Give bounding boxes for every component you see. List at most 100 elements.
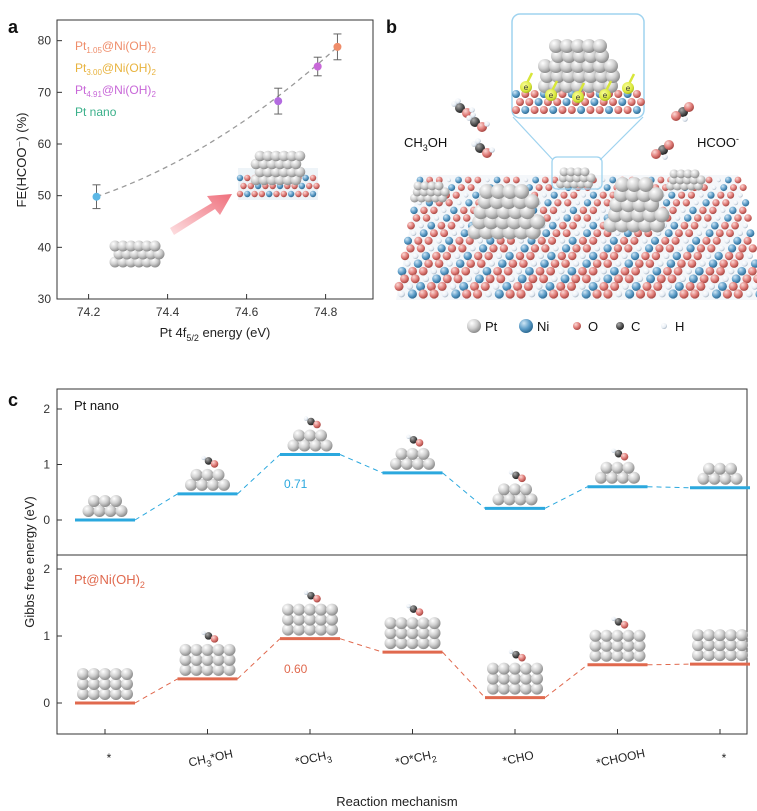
slab-pt-atom [600,629,613,642]
slab-atom [583,199,592,207]
slab-atom [737,230,743,236]
slab-atom [575,200,581,206]
slab-atom [558,268,565,275]
legend-atom-c-icon [616,322,624,330]
slab-pt-atom [498,672,510,685]
slab-atom [696,230,703,236]
slab-atom [751,283,757,290]
slab-atom [588,281,598,291]
slab-atom [523,177,529,183]
slab-atom [653,281,663,291]
support-atom [240,182,247,190]
adsorbate-hydrogen-atom [611,448,616,453]
slab-atom [465,199,473,207]
legend-atom-ni-icon [519,319,533,333]
slab-pt-atom [309,439,322,452]
panel-a-chart: 74.2 74.4 74.6 74.8 30 40 50 60 70 80 Pt1.05@Ni(O… [14,19,374,343]
slab-atom [418,289,428,299]
slab-atom [635,289,646,299]
slab-pt-atom [703,639,715,652]
slab-atom [599,191,607,199]
slab-pt-atom [384,627,397,640]
slab-atom [717,191,725,199]
slab-atom [561,244,571,253]
slab-atom [573,260,580,267]
slab-atom [550,191,558,199]
slab-atom [429,229,438,238]
inset-support-atom [636,98,645,106]
slab-atom [727,244,737,253]
pt-atom [258,158,270,170]
methanol-molecules [451,98,495,158]
slab-atom [543,214,551,222]
slab-atom [432,251,441,261]
slab-atom [726,229,734,238]
slab-pt-atom [725,649,737,662]
inset-support-atom [521,106,530,114]
x-tick-label: 74.4 [156,305,180,319]
slab-atom [646,289,656,299]
slab-atom [546,266,556,276]
slab-atom [398,290,405,298]
adsorbate-hydrogen-atom [611,616,616,622]
slab-atom [482,266,492,276]
slab-atom [530,260,538,267]
slab-atom [694,266,704,276]
pt-atom [530,214,546,230]
slab-atom [610,281,620,291]
slab-pt-atom [725,639,737,652]
pt-atom [638,177,654,192]
slab-atom [561,259,570,268]
slab-pt-atom [395,627,408,640]
slab-atom [716,266,725,276]
slab-pt-atom [293,623,305,636]
slab-atom [644,244,654,253]
slab-pt-atom [428,637,441,650]
slab-atom [440,229,449,238]
slab-atom [583,214,592,222]
slab-pt-atom [487,662,499,675]
slab-pt-atom [714,462,726,475]
slab-atom [517,274,527,284]
inset-support-atom [530,90,539,98]
slab-atom [682,199,690,207]
slab-atom [453,274,463,284]
slab-atom [539,274,549,284]
slab-atom [589,221,598,230]
slab-atom [414,236,423,245]
slab-atom [458,244,467,253]
pt-atom [586,173,596,183]
slab-atom [406,244,415,253]
slab-pt-atom [190,663,203,676]
slab-atom [421,251,431,261]
slab-atom [687,259,697,268]
slab-atom [478,244,488,253]
slab-pt-atom [223,653,236,666]
energy-connector [339,638,383,653]
formate-molecules [651,102,694,160]
y-tick-label: 0 [43,513,50,527]
slab-pt-atom [315,613,327,626]
slab-atom [667,274,677,284]
adsorbate-oxygen-atom [620,621,629,629]
slab-atom [733,236,742,245]
slab-atom [451,230,458,236]
slab-atom [583,229,592,238]
inset-support-atom [525,98,534,106]
slab-atom [551,176,559,184]
slab-pt-atom [531,672,543,685]
data-point [274,97,283,106]
slab-pt-atom [88,495,100,507]
slab-atom [437,281,447,291]
oxygen-atom [671,111,681,121]
slab-atom [450,266,460,276]
support-atom [266,190,273,198]
slab-atom [515,268,522,275]
slab-atom [592,289,602,299]
slab-atom [599,281,609,291]
slab-pt-atom [622,639,635,652]
slab-atom [593,275,601,283]
slab-atom [721,221,729,230]
slab-atom [645,259,655,268]
adsorbate-carbon-atom [204,457,213,465]
